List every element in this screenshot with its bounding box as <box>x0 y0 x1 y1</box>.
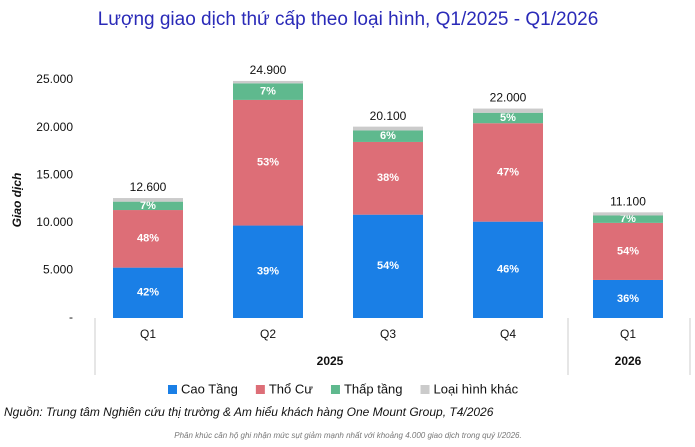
bar-segment <box>593 279 663 318</box>
bar-segment <box>473 112 543 124</box>
data-label: 46% <box>497 264 519 276</box>
x-tick-label: Q2 <box>260 327 276 341</box>
total-label: 20.100 <box>370 109 407 123</box>
footnote: Phân khúc căn hộ ghi nhận mức sụt giảm m… <box>174 431 521 440</box>
bar-segment <box>473 108 543 113</box>
bar-segment <box>593 212 663 216</box>
y-tick-label: - <box>69 310 73 324</box>
data-label: 47% <box>497 166 519 178</box>
data-label: 54% <box>377 260 399 272</box>
bar-segment <box>233 99 303 226</box>
legend-swatch <box>255 385 265 394</box>
x-tick-label: Q1 <box>620 327 636 341</box>
x-tick-label: Q1 <box>140 327 156 341</box>
legend-label: Thổ Cư <box>269 381 313 396</box>
bar-segment <box>113 198 183 202</box>
bar-segment <box>113 267 183 318</box>
data-label: 53% <box>257 157 279 169</box>
data-label: 39% <box>257 266 279 278</box>
y-tick-label: 15.000 <box>36 167 73 181</box>
total-label: 24.900 <box>250 63 287 77</box>
data-label: 36% <box>617 293 639 305</box>
legend-label: Thấp tầng <box>344 381 403 396</box>
legend-swatch <box>420 385 430 394</box>
bar-segment <box>353 130 423 142</box>
x-tick-label: Q3 <box>380 327 396 341</box>
group-label: 2025 <box>317 354 344 368</box>
bar-segment <box>113 210 183 268</box>
bar-segment <box>233 83 303 100</box>
bar-segment <box>353 126 423 131</box>
bar-segment <box>473 221 543 318</box>
data-label: 7% <box>260 86 276 98</box>
bar-segment <box>233 225 303 318</box>
y-tick-label: 20.000 <box>36 120 73 134</box>
total-label: 12.600 <box>130 180 167 194</box>
data-label: 6% <box>380 130 396 142</box>
data-label: 7% <box>620 213 636 225</box>
y-tick-label: 5.000 <box>43 263 73 277</box>
bar-segment <box>113 201 183 211</box>
y-axis-label: Giao dịch <box>10 173 24 228</box>
legend-swatch <box>330 385 340 394</box>
total-label: 22.000 <box>490 91 527 105</box>
data-label: 7% <box>140 200 156 212</box>
y-tick-label: 10.000 <box>36 215 73 229</box>
x-tick-label: Q4 <box>500 327 516 341</box>
data-label: 54% <box>617 245 639 257</box>
y-tick-label: 25.000 <box>36 72 73 86</box>
data-label: 42% <box>137 287 159 299</box>
data-label: 38% <box>377 172 399 184</box>
bar-segment <box>473 123 543 222</box>
data-label: 5% <box>500 112 516 124</box>
bar-segment <box>233 80 303 84</box>
bar-segment <box>593 215 663 223</box>
source: Nguồn: Trung tâm Nghiên cứu thị trường &… <box>4 405 494 419</box>
data-label: 48% <box>137 233 159 245</box>
legend-label: Cao Tầng <box>181 381 238 396</box>
bar-segment <box>353 141 423 215</box>
legend-label: Loại hình khác <box>434 381 519 396</box>
bar-segment <box>593 222 663 280</box>
chart-title: Lượng giao dịch thứ cấp theo loại hình, … <box>98 9 599 30</box>
legend-swatch <box>168 385 177 394</box>
group-label: 2026 <box>615 354 642 368</box>
total-label: 11.100 <box>610 194 646 208</box>
bar-segment <box>353 214 423 318</box>
